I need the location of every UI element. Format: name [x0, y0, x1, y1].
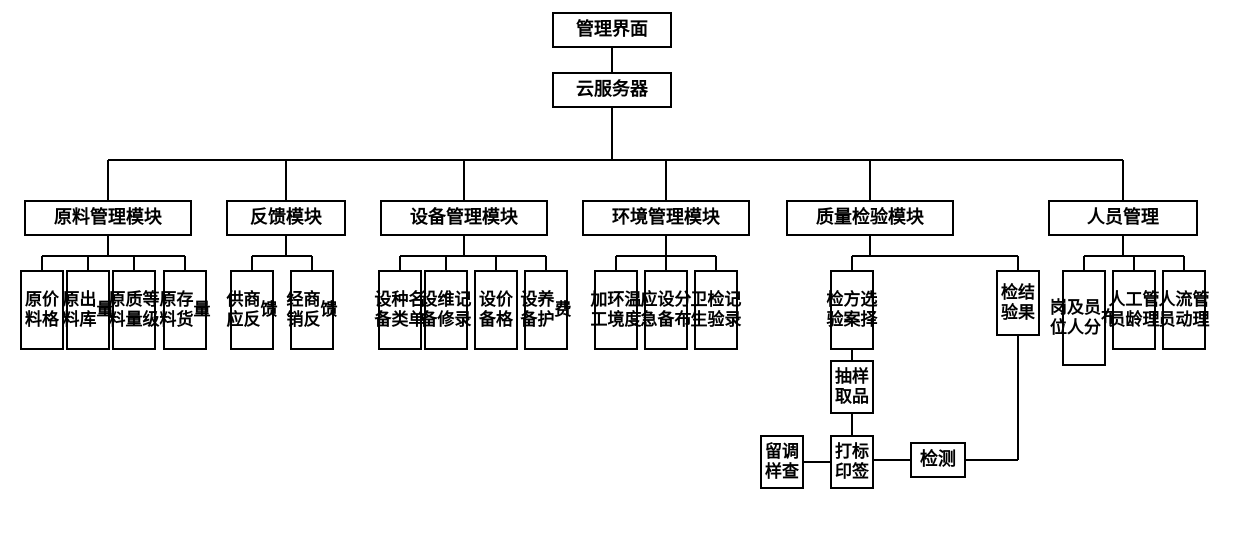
leaf-env-0: 加工环境温度 [594, 270, 638, 350]
leaf-mat-3: 原料存货量 [163, 270, 207, 350]
leaf-qa-0: 检验方案选择 [830, 270, 874, 350]
leaf-hr-0: 岗位及人员分布 [1062, 270, 1106, 366]
leaf-mat-0: 原料价格 [20, 270, 64, 350]
leaf-dev-0: 设备种类名单 [378, 270, 422, 350]
leaf-hr-2: 人员流动管理 [1162, 270, 1206, 350]
qa-detect-node: 检测 [910, 442, 966, 478]
leaf-fb-1: 经销商反馈 [290, 270, 334, 350]
module-qa: 质量检验模块 [786, 200, 954, 236]
module-env: 环境管理模块 [582, 200, 750, 236]
module-dev: 设备管理模块 [380, 200, 548, 236]
leaf-env-2: 卫生检验记录 [694, 270, 738, 350]
root-node: 管理界面 [552, 12, 672, 48]
server-node: 云服务器 [552, 72, 672, 108]
qa-retain-node: 留样调查 [760, 435, 804, 489]
module-fb: 反馈模块 [226, 200, 346, 236]
leaf-qa-1: 检验结果 [996, 270, 1040, 336]
module-hr: 人员管理 [1048, 200, 1198, 236]
leaf-dev-2: 设备价格 [474, 270, 518, 350]
leaf-mat-1: 原料出库量 [66, 270, 110, 350]
qa-sample-node: 抽取样品 [830, 360, 874, 414]
leaf-dev-1: 设备维修记录 [424, 270, 468, 350]
leaf-env-1: 应急设备分布 [644, 270, 688, 350]
qa-print-node: 打印标签 [830, 435, 874, 489]
module-mat: 原料管理模块 [24, 200, 192, 236]
leaf-fb-0: 供应商反馈 [230, 270, 274, 350]
leaf-hr-1: 人员工龄管理 [1112, 270, 1156, 350]
leaf-mat-2: 原料质量等级 [112, 270, 156, 350]
leaf-dev-3: 设备养护费 [524, 270, 568, 350]
